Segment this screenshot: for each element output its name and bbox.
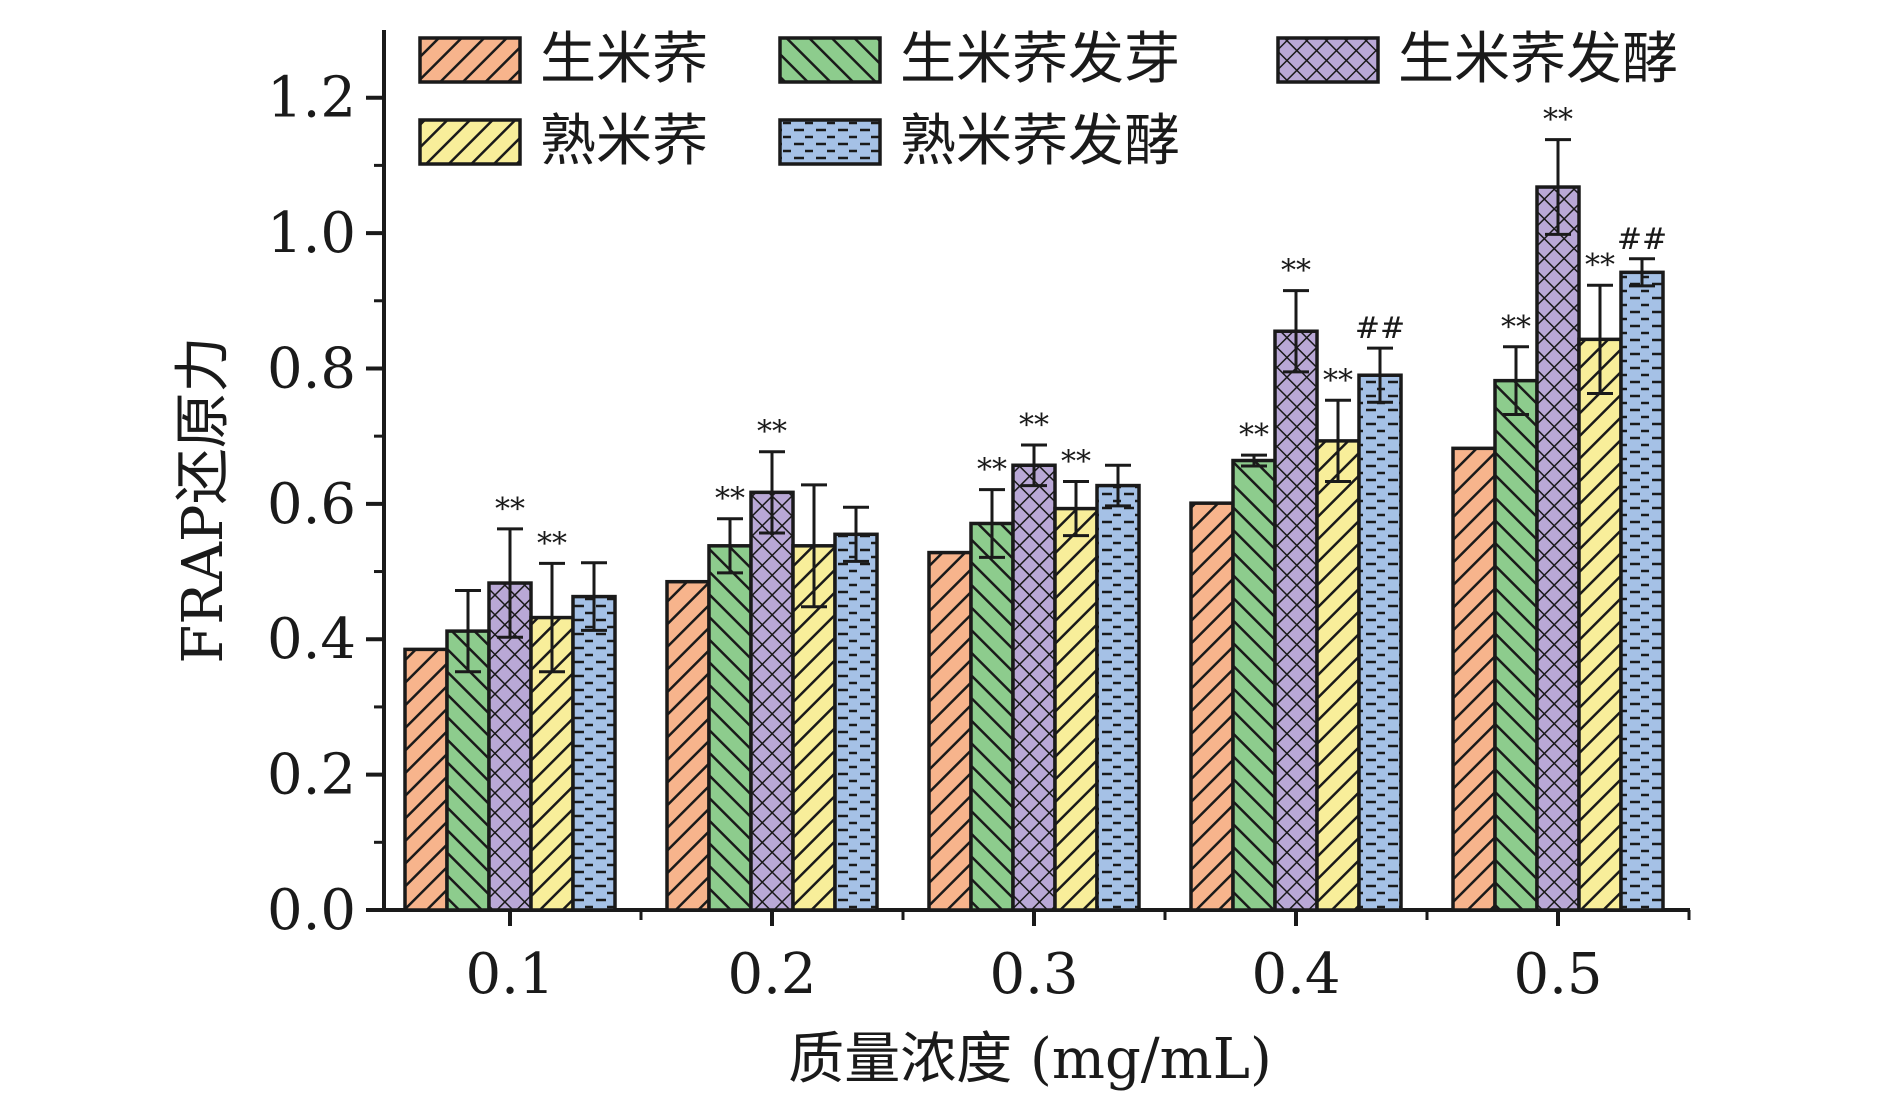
x-tick-label: 0.4 xyxy=(1251,942,1340,1007)
significance-label: ** xyxy=(757,415,787,450)
y-tick-label: 1.2 xyxy=(267,66,356,131)
x-axis-title: 质量浓度 (mg/mL) xyxy=(788,1027,1272,1092)
legend-label: 生米荞发酵 xyxy=(1398,27,1678,92)
bar xyxy=(1451,446,1497,912)
significance-label: ** xyxy=(1323,363,1353,398)
bar xyxy=(1493,378,1539,912)
significance-label: ## xyxy=(1355,311,1405,346)
y-axis-title: FRAP还原力 xyxy=(171,336,236,663)
bar xyxy=(1189,501,1235,912)
bars xyxy=(403,185,1665,912)
bar xyxy=(833,532,879,912)
x-tick-label: 0.5 xyxy=(1513,942,1602,1007)
bar xyxy=(1231,458,1277,912)
legend-swatch xyxy=(1276,36,1380,84)
legend-label: 熟米荞 xyxy=(540,109,708,174)
bar xyxy=(969,521,1015,912)
significance-label: ** xyxy=(1061,445,1091,480)
x-tick-label: 0.1 xyxy=(465,942,554,1007)
bar xyxy=(1577,337,1623,912)
x-ticks: 0.1 0.2 0.3 0.4 0.5 xyxy=(465,910,1691,1007)
legend-label: 生米荞发芽 xyxy=(900,27,1180,92)
bar xyxy=(1535,185,1581,912)
bar xyxy=(707,544,753,912)
significance-label: ** xyxy=(1585,248,1615,283)
bar xyxy=(665,579,711,912)
legend-swatch xyxy=(778,36,882,84)
bar xyxy=(1273,329,1319,912)
x-tick-label: 0.2 xyxy=(727,942,816,1007)
y-tick-label: 0.4 xyxy=(267,607,356,672)
y-tick-label: 0.2 xyxy=(267,743,356,808)
legend-label: 生米荞 xyxy=(540,27,708,92)
bar xyxy=(1011,463,1057,912)
y-tick-label: 0.0 xyxy=(267,878,356,943)
bar xyxy=(927,550,973,912)
bar xyxy=(1357,373,1403,912)
bar xyxy=(749,490,795,912)
significance-label: ** xyxy=(1281,254,1311,289)
y-tick-label: 0.6 xyxy=(267,472,356,537)
bar xyxy=(1053,506,1099,912)
significance-label: ** xyxy=(715,482,745,517)
y-ticks: 0.0 0.2 0.4 0.6 0.8 1.0 1.2 xyxy=(267,66,384,943)
legend-label: 熟米荞发酵 xyxy=(900,109,1180,174)
bar xyxy=(1315,439,1361,912)
legend-swatch xyxy=(418,118,522,166)
bar xyxy=(403,647,449,912)
bar xyxy=(1619,270,1665,912)
significance-labels: ************ **************#### xyxy=(495,103,1667,562)
significance-label: ** xyxy=(1501,310,1531,345)
significance-label: ** xyxy=(495,492,525,527)
y-tick-label: 0.8 xyxy=(267,336,356,401)
y-tick-label: 1.0 xyxy=(267,201,356,266)
bar xyxy=(1095,483,1141,912)
significance-label: ** xyxy=(977,453,1007,488)
significance-label: ** xyxy=(1019,408,1049,443)
significance-label: ** xyxy=(1543,103,1573,138)
error-bars xyxy=(455,138,1655,674)
legend-swatch xyxy=(418,36,522,84)
bar xyxy=(571,594,617,912)
significance-label: ## xyxy=(1617,222,1667,257)
significance-label: ** xyxy=(537,526,567,561)
legend-swatch xyxy=(778,118,882,166)
x-tick-label: 0.3 xyxy=(989,942,1078,1007)
significance-label: ** xyxy=(1239,418,1269,453)
